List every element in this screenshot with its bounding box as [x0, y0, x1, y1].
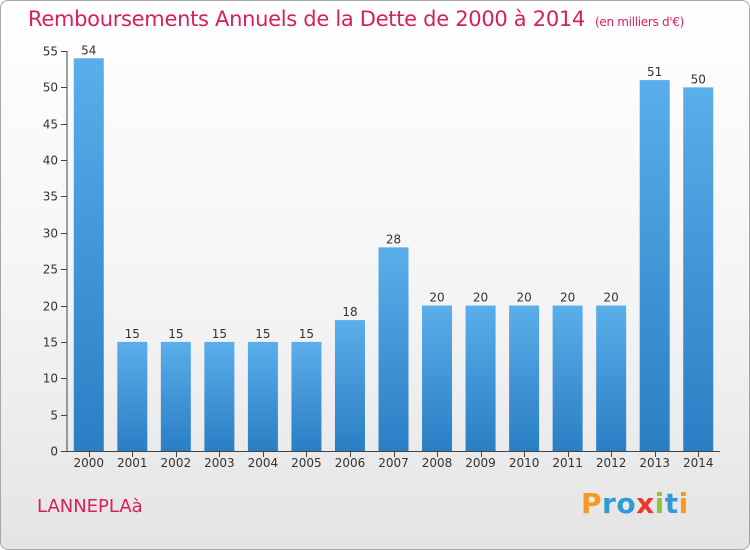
y-axis: 0 5 10 15 20 25 30 35 40 45 50 55: [43, 45, 68, 459]
x-axis: 2000 2001 2002 2003 2004 2005 2006 2007 2008 2009…: [67, 451, 720, 470]
bar: [552, 305, 583, 451]
data-label: 20: [473, 291, 488, 305]
x-tick-label: 2011: [552, 456, 583, 470]
bar: [639, 80, 670, 451]
data-label: 20: [516, 291, 531, 305]
bar: [160, 341, 191, 451]
data-label: 20: [429, 291, 444, 305]
commune-name: LANNEPLAà: [37, 496, 143, 517]
x-tick-label: 2007: [378, 456, 409, 470]
bar: [291, 341, 322, 451]
x-tick-label: 2003: [204, 456, 235, 470]
proxiti-logo: Proxiti: [581, 487, 689, 520]
data-label: 20: [604, 291, 619, 305]
data-label: 28: [386, 232, 401, 246]
logo-letter: i: [678, 487, 689, 520]
bar: [465, 305, 496, 451]
data-label: 20: [560, 291, 575, 305]
logo-letter: o: [616, 487, 637, 520]
y-tick-label: 20: [43, 300, 58, 314]
bar: [378, 247, 409, 451]
bar: [509, 305, 540, 451]
y-tick-label: 5: [50, 409, 58, 423]
unit-note: (en milliers d'€): [595, 15, 685, 29]
data-label: 15: [168, 327, 183, 341]
y-tick-label: 35: [43, 190, 58, 204]
chart-title: Remboursements Annuels de la Dette de 20…: [28, 7, 684, 31]
x-tick-label: 2006: [335, 456, 366, 470]
data-label: 18: [342, 305, 357, 319]
y-tick-label: 10: [43, 372, 58, 386]
logo-letter: t: [664, 487, 679, 520]
x-tick-label: 2005: [291, 456, 322, 470]
y-tick-label: 30: [43, 227, 58, 241]
bar: [204, 341, 235, 451]
data-label: 54: [81, 43, 96, 57]
bar: [73, 58, 104, 451]
y-tick-label: 50: [43, 81, 58, 95]
x-tick-label: 2010: [509, 456, 540, 470]
data-label: 15: [255, 327, 270, 341]
logo-letter: i: [654, 487, 665, 520]
y-tick-label: 0: [50, 445, 58, 459]
bar: [596, 305, 627, 451]
x-tick-label: 2001: [117, 456, 148, 470]
x-tick-label: 2002: [161, 456, 192, 470]
x-tick-label: 2013: [639, 456, 670, 470]
logo-letter: x: [636, 487, 655, 520]
y-tick-label: 40: [43, 154, 58, 168]
y-tick-label: 45: [43, 118, 58, 132]
x-tick-label: 2012: [596, 456, 627, 470]
data-label: 50: [691, 72, 706, 86]
data-label: 15: [212, 327, 227, 341]
y-tick-label: 25: [43, 263, 58, 277]
bar: [117, 341, 148, 451]
x-tick-label: 2008: [422, 456, 453, 470]
y-tick-label: 15: [43, 336, 58, 350]
bar: [422, 305, 453, 451]
bar: [334, 320, 365, 451]
data-label: 15: [299, 327, 314, 341]
x-tick-label: 2014: [683, 456, 714, 470]
logo-letter: r: [602, 487, 617, 520]
logo-letter: P: [581, 487, 603, 520]
data-label: 51: [647, 65, 662, 79]
data-label: 15: [125, 327, 140, 341]
x-tick-label: 2004: [248, 456, 279, 470]
y-tick-label: 55: [43, 45, 58, 59]
bar: [247, 341, 278, 451]
x-tick-label: 2009: [465, 456, 496, 470]
bars: 54 15 15 15 15 15 18 28 20 20 20 20 20 51 50: [73, 43, 714, 451]
x-tick-label: 2000: [73, 456, 104, 470]
bar: [683, 87, 714, 451]
chart-title-text: Remboursements Annuels de la Dette de 20…: [28, 7, 585, 31]
